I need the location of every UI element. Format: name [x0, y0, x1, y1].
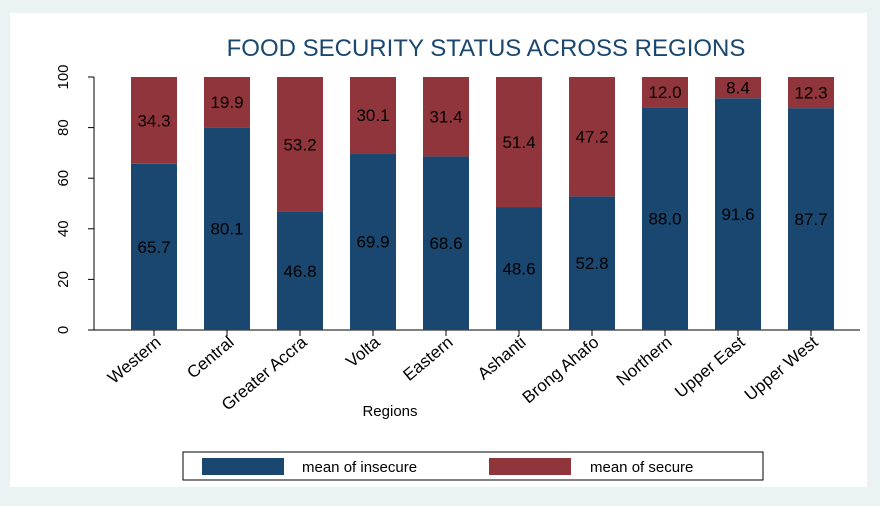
data-label-secure: 12.3 [794, 84, 827, 103]
data-label-insecure: 48.6 [502, 260, 535, 279]
y-tick-label: 100 [55, 64, 72, 89]
data-label-insecure: 65.7 [137, 238, 170, 257]
data-label-insecure: 46.8 [283, 262, 316, 281]
bar-secure [277, 77, 323, 212]
data-label-insecure: 87.7 [794, 210, 827, 229]
data-label-secure: 30.1 [356, 106, 389, 125]
bar-insecure [642, 107, 688, 330]
bars: 65.7 34.3 80.1 19.9 46.8 53.2 69.9 30.1 68.6 31.4… [131, 77, 834, 330]
bar-insecure [277, 211, 323, 330]
bar-insecure [496, 207, 542, 330]
y-tick-label: 20 [55, 271, 72, 288]
bar-secure [204, 77, 250, 128]
legend-swatch-secure [489, 458, 571, 475]
chart-title: FOOD SECURITY STATUS ACROSS REGIONS [227, 35, 746, 62]
bar-secure [131, 77, 177, 164]
data-label-insecure: 68.6 [429, 234, 462, 253]
data-label-insecure: 80.1 [210, 220, 243, 239]
bar-secure [715, 77, 761, 99]
legend-swatch-insecure [202, 458, 284, 475]
bar-insecure [423, 156, 469, 330]
bar-insecure [715, 98, 761, 330]
bar-insecure [131, 163, 177, 330]
data-label-secure: 47.2 [575, 128, 608, 147]
x-axis-title: Regions [362, 403, 417, 420]
bar-secure [569, 77, 615, 197]
legend-label-secure: mean of secure [590, 459, 693, 476]
bar-insecure [788, 108, 834, 330]
data-label-insecure: 91.6 [721, 205, 754, 224]
data-label-insecure: 52.8 [575, 254, 608, 273]
data-label-insecure: 88.0 [648, 210, 681, 229]
data-label-insecure: 69.9 [356, 233, 389, 252]
y-tick-label: 0 [55, 326, 72, 334]
bar-secure [642, 77, 688, 108]
bar-secure [350, 77, 396, 154]
y-tick-label: 40 [55, 220, 72, 237]
y-tick-label: 60 [55, 170, 72, 187]
bar-secure [496, 77, 542, 208]
bar-secure [788, 77, 834, 109]
data-label-secure: 8.4 [726, 79, 750, 98]
y-tick-label: 80 [55, 119, 72, 136]
data-label-secure: 53.2 [283, 135, 316, 154]
bar-insecure [569, 196, 615, 330]
data-label-secure: 34.3 [137, 111, 170, 130]
bar-insecure [204, 127, 250, 330]
data-label-secure: 31.4 [429, 108, 462, 127]
data-label-secure: 19.9 [210, 93, 243, 112]
legend-label-insecure: mean of insecure [302, 459, 417, 476]
bar-insecure [350, 153, 396, 330]
data-label-secure: 51.4 [502, 133, 535, 152]
bar-secure [423, 77, 469, 157]
data-label-secure: 12.0 [648, 83, 681, 102]
legend: mean of insecure mean of secure [182, 451, 764, 481]
